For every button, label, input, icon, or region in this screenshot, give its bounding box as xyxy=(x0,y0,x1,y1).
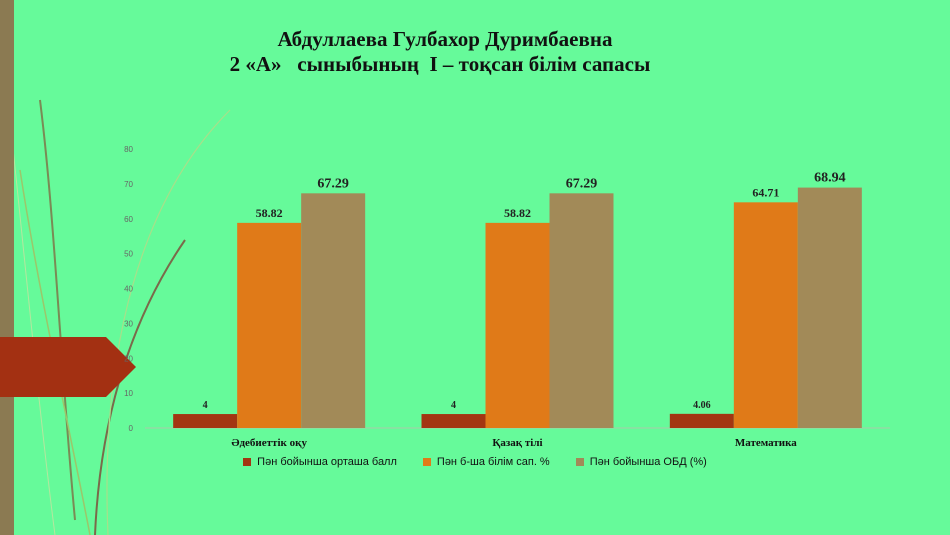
legend-item-1: Пән бойынша орташа балл xyxy=(243,456,397,468)
data-label: 67.29 xyxy=(566,176,598,191)
legend-item-3: Пән бойынша ОБД (%) xyxy=(575,456,707,468)
bar-s1-c2 xyxy=(421,414,486,428)
legend-item-2: Пән б-ша білім сап. % xyxy=(422,456,550,468)
bar-s3-c3 xyxy=(797,187,862,428)
bar-s2-c3 xyxy=(733,202,798,428)
data-label: 58.82 xyxy=(504,206,531,220)
y-tick-label: 20 xyxy=(124,354,133,363)
slide-title-name: Абдуллаева Гулбахор Дуримбаевна xyxy=(277,27,613,51)
data-label: 68.94 xyxy=(814,171,846,186)
legend-label-3: Пән бойынша ОБД (%) xyxy=(589,456,707,468)
x-tick-label: Қазақ тілі xyxy=(492,437,542,449)
bar-s1-c1 xyxy=(173,414,238,428)
chart-legend: Пән бойынша орташа балл Пән б-ша білім с… xyxy=(0,456,950,468)
y-tick-label: 0 xyxy=(129,424,134,433)
data-label: 58.82 xyxy=(256,206,283,220)
slide-title-subtitle: 2 «А» сыныбының I – тоқсан білім сапасы xyxy=(229,52,651,76)
arrow-tab-decor xyxy=(0,337,136,397)
legend-swatch-1 xyxy=(243,458,252,466)
x-tick-label: Математика xyxy=(735,437,797,449)
data-label: 4 xyxy=(451,400,456,411)
legend-swatch-2 xyxy=(422,458,431,466)
bar-s2-c2 xyxy=(485,222,550,428)
y-tick-label: 10 xyxy=(124,389,133,398)
data-label: 4 xyxy=(203,400,208,411)
bar-s1-c3 xyxy=(669,413,734,428)
y-tick-label: 70 xyxy=(124,180,133,189)
bar-s3-c2 xyxy=(549,193,614,428)
y-tick-label: 50 xyxy=(124,250,133,259)
legend-label-2: Пән б-ша білім сап. % xyxy=(436,456,550,468)
y-tick-label: 80 xyxy=(124,145,133,154)
bar-s3-c1 xyxy=(301,193,366,428)
left-decor-strip xyxy=(0,0,14,535)
legend-swatch-3 xyxy=(575,458,584,466)
data-label: 67.29 xyxy=(317,176,349,191)
x-tick-label: Әдебиеттік оқу xyxy=(231,437,307,449)
data-label: 64.71 xyxy=(752,185,779,199)
bar-s2-c1 xyxy=(237,222,302,428)
y-tick-label: 60 xyxy=(124,215,133,224)
y-tick-label: 40 xyxy=(124,285,133,294)
data-label: 4.06 xyxy=(693,400,711,411)
y-tick-label: 30 xyxy=(124,319,133,328)
legend-label-1: Пән бойынша орташа балл xyxy=(257,456,397,468)
